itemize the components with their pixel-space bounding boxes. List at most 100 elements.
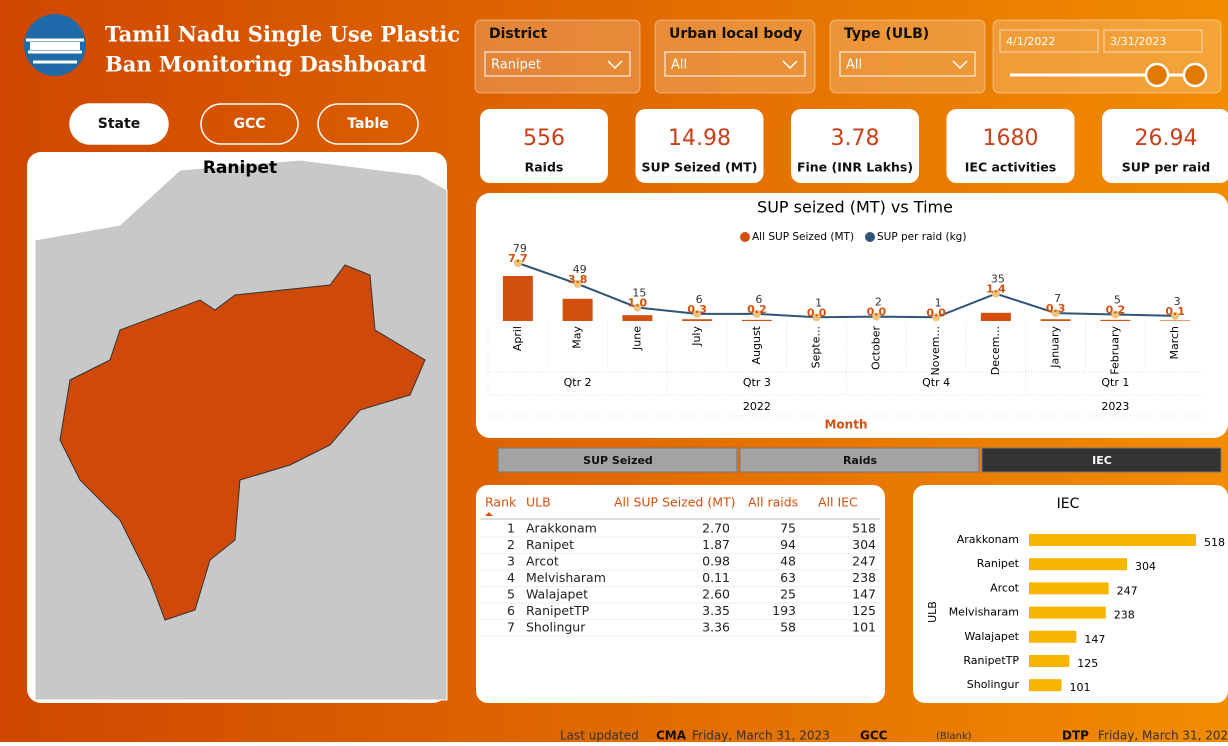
legend-label: SUP per raid (kg) bbox=[877, 231, 966, 243]
table-cell: 4 bbox=[507, 570, 515, 585]
kpi-card bbox=[791, 109, 919, 183]
column-header: All IEC bbox=[818, 495, 858, 510]
x-tick-label: August bbox=[750, 325, 763, 364]
line-label: 15 bbox=[632, 287, 646, 300]
filter-box bbox=[829, 19, 986, 94]
footer-text: Last updated bbox=[560, 729, 639, 743]
table-cell: 48 bbox=[780, 554, 796, 569]
legend-marker bbox=[865, 232, 875, 242]
bar-label: 0.0 bbox=[867, 306, 887, 319]
bar bbox=[622, 315, 653, 321]
line-point bbox=[812, 313, 821, 322]
kpi-label: SUP Seized (MT) bbox=[642, 160, 758, 175]
x-tick-label: January bbox=[1049, 326, 1062, 369]
tab-label: Table bbox=[347, 116, 389, 132]
bar-label: 0.3 bbox=[1046, 302, 1066, 315]
bar bbox=[502, 276, 533, 321]
table-cell: 3.36 bbox=[702, 620, 730, 635]
y-tick-label: Arcot bbox=[990, 581, 1020, 594]
bar bbox=[1029, 606, 1106, 619]
table-cell: 5 bbox=[507, 587, 515, 602]
tab[interactable] bbox=[200, 103, 299, 145]
chart-panel bbox=[476, 193, 1228, 438]
line-point bbox=[872, 312, 881, 321]
quarter-label: Qtr 3 bbox=[743, 376, 771, 389]
view-button[interactable] bbox=[497, 447, 738, 473]
x-tick-label: Septe... bbox=[810, 326, 823, 368]
logo bbox=[24, 14, 86, 76]
bar-label: 0.3 bbox=[687, 303, 707, 316]
table-cell: Walajapet bbox=[526, 587, 588, 602]
line-label: 6 bbox=[755, 293, 762, 306]
bar bbox=[1029, 655, 1070, 667]
bar-label: 518 bbox=[1204, 536, 1225, 549]
map[interactable] bbox=[34, 159, 448, 701]
dropdown[interactable] bbox=[664, 51, 806, 77]
title: Ban Monitoring Dashboard bbox=[105, 52, 427, 77]
bar bbox=[980, 312, 1011, 321]
table-cell: 25 bbox=[780, 587, 796, 602]
line-label: 49 bbox=[573, 263, 587, 276]
tab-label: State bbox=[98, 116, 140, 132]
table-cell: 193 bbox=[772, 603, 796, 618]
kpi-value: 556 bbox=[523, 126, 565, 151]
bar-label: 0.0 bbox=[926, 306, 946, 319]
table-cell: Sholingur bbox=[526, 620, 586, 635]
table-cell: 2 bbox=[507, 537, 515, 552]
view-button[interactable] bbox=[981, 447, 1222, 473]
line-label: 5 bbox=[1114, 294, 1121, 307]
quarter-label: Qtr 4 bbox=[922, 376, 950, 389]
date-filter[interactable]: 4/1/2022 3/31/2023 bbox=[992, 19, 1222, 94]
y-tick-label: Sholingur bbox=[967, 678, 1020, 691]
chart-title: IEC bbox=[1057, 496, 1080, 512]
quarter-label: Qtr 1 bbox=[1101, 376, 1129, 389]
table-cell: 3 bbox=[507, 554, 515, 569]
view-button-label: Raids bbox=[843, 454, 878, 467]
bar-label: 101 bbox=[1070, 681, 1091, 694]
view-button[interactable] bbox=[739, 447, 980, 473]
table-cell: 1.87 bbox=[702, 537, 730, 552]
y-tick-label: Ranipet bbox=[977, 557, 1020, 570]
kpi-label: Raids bbox=[525, 160, 564, 175]
bar-label: 304 bbox=[1135, 560, 1156, 573]
tab[interactable] bbox=[69, 103, 169, 145]
filter[interactable]: District Ranipet bbox=[474, 19, 641, 94]
table-cell: 1 bbox=[507, 521, 515, 536]
kpi-card bbox=[1102, 109, 1228, 183]
bar bbox=[682, 319, 713, 321]
table-cell: 247 bbox=[852, 554, 876, 569]
year-label: 2022 bbox=[743, 400, 771, 413]
filter[interactable]: Type (ULB) All bbox=[829, 19, 986, 94]
kpi-card bbox=[635, 109, 764, 183]
x-tick-label: Novem... bbox=[929, 326, 942, 375]
table-cell: 75 bbox=[780, 521, 796, 536]
x-tick-label: February bbox=[1108, 326, 1121, 375]
line-label: 6 bbox=[696, 293, 703, 306]
footer-text: DTP bbox=[1062, 729, 1089, 743]
filter-label: Urban local body bbox=[669, 26, 802, 42]
date-start: 4/1/2022 bbox=[1006, 35, 1055, 48]
tab-label: GCC bbox=[233, 116, 265, 132]
tab[interactable] bbox=[317, 103, 419, 145]
bar bbox=[1040, 319, 1071, 321]
dropdown[interactable] bbox=[839, 51, 976, 77]
kpi-label: SUP per raid bbox=[1122, 160, 1210, 175]
bar bbox=[562, 298, 593, 321]
chart-title: SUP seized (MT) vs Time bbox=[757, 198, 953, 217]
column-header: All SUP Seized (MT) bbox=[614, 495, 736, 510]
x-tick-label: July bbox=[690, 326, 703, 347]
dropdown-value: Ranipet bbox=[491, 58, 541, 73]
kpi-value: 3.78 bbox=[831, 126, 880, 151]
line-point bbox=[1171, 311, 1180, 320]
dropdown[interactable] bbox=[484, 51, 631, 77]
table-cell: 7 bbox=[507, 620, 515, 635]
line-label: 1 bbox=[815, 296, 822, 309]
table-cell: 6 bbox=[507, 603, 515, 618]
line-point bbox=[573, 279, 582, 288]
table-cell: 2.60 bbox=[702, 587, 730, 602]
table-cell: RanipetTP bbox=[526, 603, 590, 618]
bar-label: 3.8 bbox=[568, 273, 588, 286]
bar-label: 0.0 bbox=[807, 306, 827, 319]
dropdown-arrow bbox=[782, 60, 798, 70]
filter[interactable]: Urban local body All bbox=[654, 19, 816, 94]
